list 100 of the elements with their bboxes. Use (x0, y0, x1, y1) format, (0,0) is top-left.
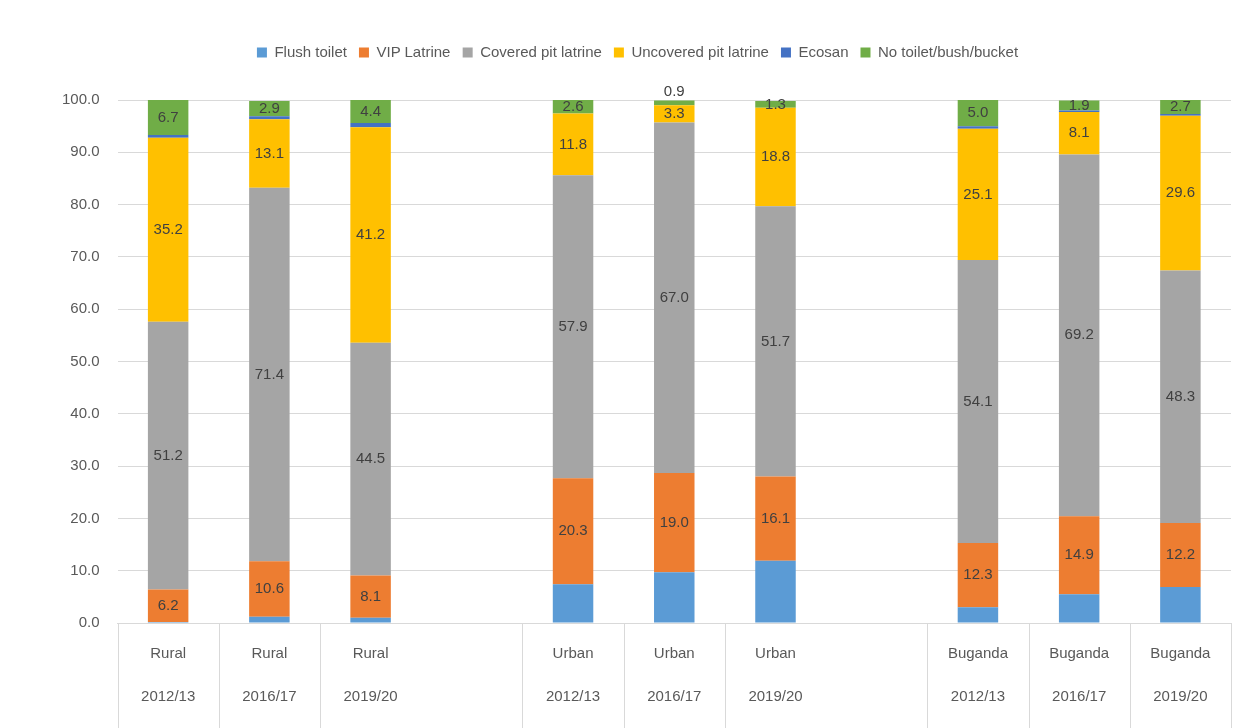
legend-label: Ecosan (798, 42, 849, 60)
bar (350, 127, 391, 343)
y-tick-label: 80.0 (70, 194, 100, 212)
bar (350, 575, 391, 618)
y-tick-label: 40.0 (70, 403, 100, 421)
bar (552, 175, 594, 479)
data-label: 8.1 (1068, 123, 1090, 141)
data-label: 2.7 (1169, 97, 1191, 115)
data-label: 25.1 (963, 184, 993, 202)
data-label: 51.2 (153, 445, 183, 463)
bar (552, 113, 594, 176)
data-label: 48.3 (1165, 386, 1195, 404)
bar (755, 206, 796, 477)
bar (147, 137, 189, 322)
y-tick-label: 50.0 (70, 351, 100, 369)
data-label: 14.9 (1064, 545, 1094, 563)
data-label: 6.2 (157, 595, 179, 613)
category-label: Urban 2012/13 (545, 643, 601, 705)
bar (350, 617, 391, 623)
data-label: 57.9 (558, 316, 588, 334)
bar (1058, 516, 1100, 595)
bar (552, 584, 594, 623)
bar (350, 100, 391, 124)
data-label: 19.0 (659, 512, 689, 530)
bar (957, 542, 999, 608)
legend-label: Flush toilet (274, 42, 348, 60)
data-label: 0.9 (663, 81, 685, 99)
category-label: Urban 2016/17 (647, 643, 702, 705)
data-label: 8.1 (360, 586, 382, 604)
y-tick-label: 70.0 (70, 247, 100, 265)
data-label: 69.2 (1064, 325, 1094, 343)
bar (147, 100, 189, 136)
data-label: 12.2 (1165, 545, 1195, 563)
category-label: Rural 2019/20 (343, 643, 398, 705)
legend-label: VIP Latrine (376, 42, 451, 60)
bar (249, 119, 290, 188)
y-tick-label: 90.0 (70, 142, 100, 160)
data-label: 51.7 (760, 331, 791, 349)
bar (755, 476, 796, 561)
data-label: 2.6 (562, 96, 584, 114)
data-label: 12.3 (963, 565, 993, 583)
data-label: 6.7 (157, 107, 179, 125)
y-tick-label: 30.0 (70, 456, 100, 474)
y-tick-label: 60.0 (70, 299, 100, 317)
bar (1160, 270, 1201, 524)
category-label: Rural 2016/17 (242, 643, 297, 705)
data-label: 4.4 (360, 101, 382, 119)
category-label: Urban 2019/20 (748, 643, 803, 705)
bar (755, 107, 796, 207)
bar (147, 321, 189, 590)
bar (1058, 154, 1100, 517)
data-label: 29.6 (1165, 183, 1195, 201)
data-label: 35.2 (153, 219, 183, 237)
bar (1160, 115, 1201, 271)
bar (957, 128, 999, 261)
bar (147, 135, 189, 138)
data-label: 2.9 (258, 98, 280, 116)
data-label: 44.5 (355, 449, 386, 467)
category-label: Buganda 2012/13 (947, 643, 1008, 705)
data-label: 18.8 (760, 147, 791, 165)
data-label: 13.1 (254, 143, 284, 161)
category-label: Buganda 2019/20 (1150, 643, 1211, 705)
data-label: 11.8 (559, 134, 588, 152)
bar (249, 616, 290, 623)
data-label: 71.4 (254, 364, 284, 382)
data-label: 16.1 (760, 508, 791, 526)
data-label: 1.9 (1068, 95, 1090, 113)
bar (654, 472, 695, 573)
y-tick-label: 0.0 (78, 613, 100, 631)
bar (654, 122, 695, 473)
category-label: Buganda 2016/17 (1049, 643, 1110, 705)
bar (249, 561, 290, 617)
bar (957, 260, 999, 543)
y-tick-label: 100.0 (61, 90, 100, 108)
bar (552, 478, 594, 585)
data-label: 41.2 (355, 225, 386, 243)
bar (957, 607, 999, 623)
bar (957, 126, 999, 129)
bar (755, 560, 796, 623)
y-tick-label: 10.0 (70, 560, 100, 578)
category-label: Rural 2012/13 (141, 643, 196, 705)
bar (249, 187, 290, 562)
legend-label: Uncovered pit latrine (631, 42, 769, 60)
bar (654, 572, 695, 623)
data-label: 20.3 (558, 521, 588, 539)
y-tick-label: 20.0 (70, 508, 100, 526)
data-label: 54.1 (963, 391, 993, 409)
data-label: 67.0 (659, 287, 689, 305)
bar (1160, 523, 1201, 587)
bar (350, 342, 391, 576)
bar (1058, 594, 1100, 623)
bar (1160, 586, 1201, 623)
legend-label: Covered pit latrine (480, 42, 602, 60)
bar (249, 116, 290, 120)
bar (350, 123, 391, 128)
data-label: 10.6 (254, 579, 284, 597)
data-label: 5.0 (967, 103, 989, 121)
data-label: 3.3 (663, 104, 685, 121)
legend-label: No toilet/bush/bucket (877, 42, 1019, 60)
bar (1058, 112, 1100, 155)
